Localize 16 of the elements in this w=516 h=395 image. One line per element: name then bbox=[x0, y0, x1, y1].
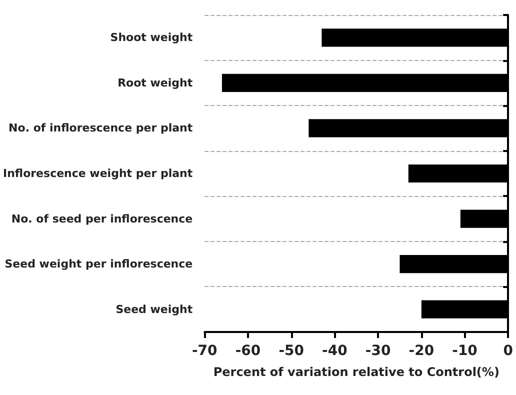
x-tick-label: -10 bbox=[452, 343, 478, 359]
x-tick-label: -60 bbox=[235, 343, 261, 359]
x-tick-label: -30 bbox=[365, 343, 391, 359]
y-tick-label: Root weight bbox=[118, 76, 193, 90]
y-tick-label: No. of inflorescence per plant bbox=[8, 122, 193, 135]
y-tick-label: Seed weight bbox=[116, 302, 193, 316]
y-tick-label: Seed weight per inflorescence bbox=[4, 258, 193, 271]
x-tick-label: -40 bbox=[322, 343, 348, 359]
x-tick-label: 0 bbox=[503, 343, 514, 359]
y-tick-label: Inflorescence weight per plant bbox=[2, 167, 193, 180]
y-tick-label: Shoot weight bbox=[110, 31, 193, 44]
x-tick-label: -70 bbox=[192, 343, 218, 359]
y-tick-label: No. of seed per inflorescence bbox=[11, 212, 193, 226]
x-tick-label: -20 bbox=[408, 343, 434, 359]
x-tick-label: -50 bbox=[278, 343, 304, 359]
x-axis-title: Percent of variation relative to Control(%) bbox=[213, 365, 500, 379]
